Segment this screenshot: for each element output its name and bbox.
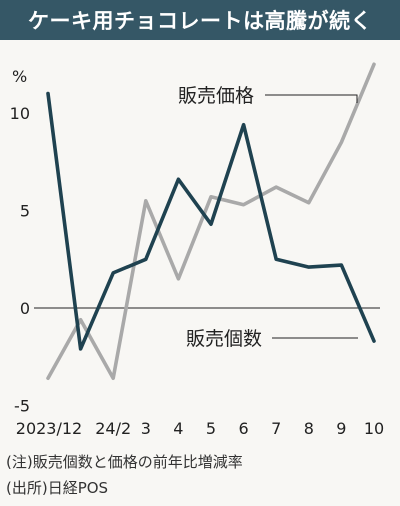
x-tick-label: 24/2 xyxy=(95,419,131,438)
x-tick-label: 10 xyxy=(364,419,384,438)
x-axis-ticks: 2023/12 24/2 3 4 5 6 7 8 9 10 xyxy=(16,419,384,438)
x-tick-label: 4 xyxy=(173,419,183,438)
y-tick-label: -5 xyxy=(14,397,30,416)
x-tick-label: 7 xyxy=(271,419,281,438)
quantity-series-label: 販売個数 xyxy=(186,328,262,350)
x-tick-label: 9 xyxy=(336,419,346,438)
y-axis-ticks: -5 0 5 10 xyxy=(10,104,30,416)
price-series-label: 販売価格 xyxy=(178,85,254,107)
y-tick-label: 5 xyxy=(20,202,30,221)
series-lines xyxy=(34,62,380,381)
x-tick-label: 8 xyxy=(304,419,314,438)
x-tick-label: 5 xyxy=(206,419,216,438)
chart-title: ケーキ用チョコレートは高騰が続く xyxy=(0,0,400,40)
x-tick-label: 2023/12 xyxy=(16,419,82,438)
x-tick-label: 6 xyxy=(239,419,249,438)
footnote-source: (出所)日経POS xyxy=(6,479,109,497)
price-series-line xyxy=(46,62,376,381)
quantity-series-line xyxy=(46,91,376,351)
x-tick-label: 3 xyxy=(141,419,151,438)
y-axis-unit: % xyxy=(12,67,27,86)
y-tick-label: 10 xyxy=(10,104,30,123)
price-label-leader xyxy=(265,94,358,103)
y-tick-label: 0 xyxy=(20,299,30,318)
footnote-note: (注)販売個数と価格の前年比増減率 xyxy=(6,453,243,471)
